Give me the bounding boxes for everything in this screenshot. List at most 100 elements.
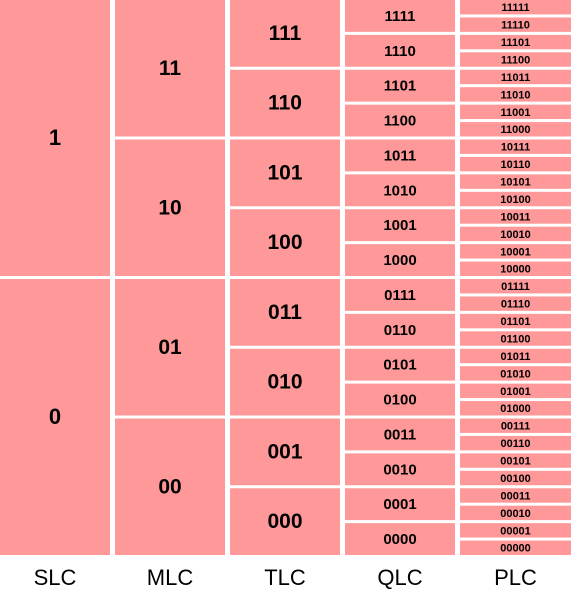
cell-label: 10111 <box>501 142 530 154</box>
cell-label: 1110 <box>384 43 416 60</box>
cell-label: 0101 <box>383 357 416 374</box>
cell-label: 1000 <box>383 252 416 269</box>
cell-label: 01111 <box>501 281 530 293</box>
cell <box>460 244 571 259</box>
column-label: MLC <box>147 565 194 590</box>
cell-label: 01001 <box>500 386 531 398</box>
cell-label: 01011 <box>501 351 531 363</box>
cell-label: 10010 <box>500 229 531 241</box>
cell <box>460 418 571 433</box>
cell-label: 011 <box>268 301 302 324</box>
cell-label: 00110 <box>501 438 531 450</box>
cell <box>460 470 571 486</box>
cell <box>460 174 571 189</box>
cell <box>345 488 455 521</box>
cell <box>345 313 455 346</box>
cell <box>460 87 571 102</box>
cell <box>460 0 571 15</box>
cell <box>460 209 571 224</box>
cell <box>460 435 571 451</box>
cell-label: 11001 <box>501 107 531 119</box>
cell <box>230 209 340 276</box>
cell <box>460 52 571 67</box>
cell-label: 0011 <box>384 426 417 443</box>
cell <box>230 348 340 416</box>
cell <box>115 279 225 416</box>
cell-label: 001 <box>267 440 302 463</box>
cell <box>460 453 571 468</box>
cell <box>460 366 571 381</box>
cell-label: 01 <box>158 336 182 359</box>
cell <box>460 69 571 85</box>
column-label: SLC <box>34 565 77 590</box>
cell <box>460 488 571 503</box>
cell <box>345 348 455 381</box>
cell <box>460 261 571 276</box>
cell <box>0 279 110 555</box>
cell <box>460 17 571 32</box>
cell <box>460 156 571 172</box>
cell <box>230 279 340 346</box>
cell-label: 1100 <box>384 113 417 130</box>
cell-label: 000 <box>267 510 302 533</box>
cell <box>460 139 571 154</box>
cell-label: 10110 <box>501 159 531 171</box>
cell <box>345 209 455 242</box>
cell <box>460 331 571 346</box>
cell-label: 10 <box>158 196 181 219</box>
cell-label: 00001 <box>500 525 531 537</box>
cell <box>460 279 571 294</box>
cell-label: 1001 <box>383 217 416 234</box>
cell <box>230 0 340 67</box>
cell-label: 00 <box>158 475 181 498</box>
cell <box>460 540 571 555</box>
cell <box>460 523 571 538</box>
cell-label: 10001 <box>500 246 531 258</box>
cell <box>460 122 571 137</box>
cell <box>0 0 110 276</box>
column-label: TLC <box>264 565 306 590</box>
cell <box>460 313 571 329</box>
cell-label: 1101 <box>384 78 417 95</box>
column-label: PLC <box>494 565 537 590</box>
cell-label: 00111 <box>501 421 530 433</box>
cell-label: 0010 <box>383 461 416 478</box>
cell-label: 111 <box>269 22 302 45</box>
cell-label: 01010 <box>500 368 531 380</box>
cell <box>460 505 571 521</box>
cell-label: 11111 <box>501 2 529 14</box>
cell-label: 01101 <box>501 316 531 328</box>
cell <box>345 34 455 67</box>
cell-label: 0111 <box>384 287 416 304</box>
cell-label: 110 <box>268 92 302 115</box>
cell-label: 0110 <box>384 322 417 339</box>
cell-label: 1111 <box>385 8 416 25</box>
cell-label: 101 <box>267 161 302 184</box>
cell <box>460 226 571 242</box>
cell <box>230 139 340 207</box>
column-label: QLC <box>377 565 422 590</box>
cell-label: 10011 <box>501 211 531 223</box>
cell-label: 010 <box>267 371 302 394</box>
cell-label: 00010 <box>500 508 531 520</box>
cell-label: 00100 <box>500 473 531 485</box>
cell <box>460 104 571 120</box>
cell <box>345 453 455 486</box>
cell-label: 0 <box>49 404 61 429</box>
cell <box>345 523 455 555</box>
cell-label: 1010 <box>383 182 416 199</box>
cell <box>345 244 455 276</box>
cell <box>460 296 571 311</box>
cell-label: 00011 <box>501 490 531 502</box>
cell <box>230 69 340 137</box>
cell <box>230 418 340 486</box>
cell-label: 1011 <box>384 147 417 164</box>
cell-label: 11100 <box>501 54 530 66</box>
cell-label: 10100 <box>500 194 531 206</box>
cell-label: 01110 <box>501 299 530 311</box>
cell-label: 00101 <box>500 456 531 468</box>
cell-label: 01000 <box>500 403 531 415</box>
cell <box>460 191 571 207</box>
cell-label: 11 <box>159 57 182 80</box>
